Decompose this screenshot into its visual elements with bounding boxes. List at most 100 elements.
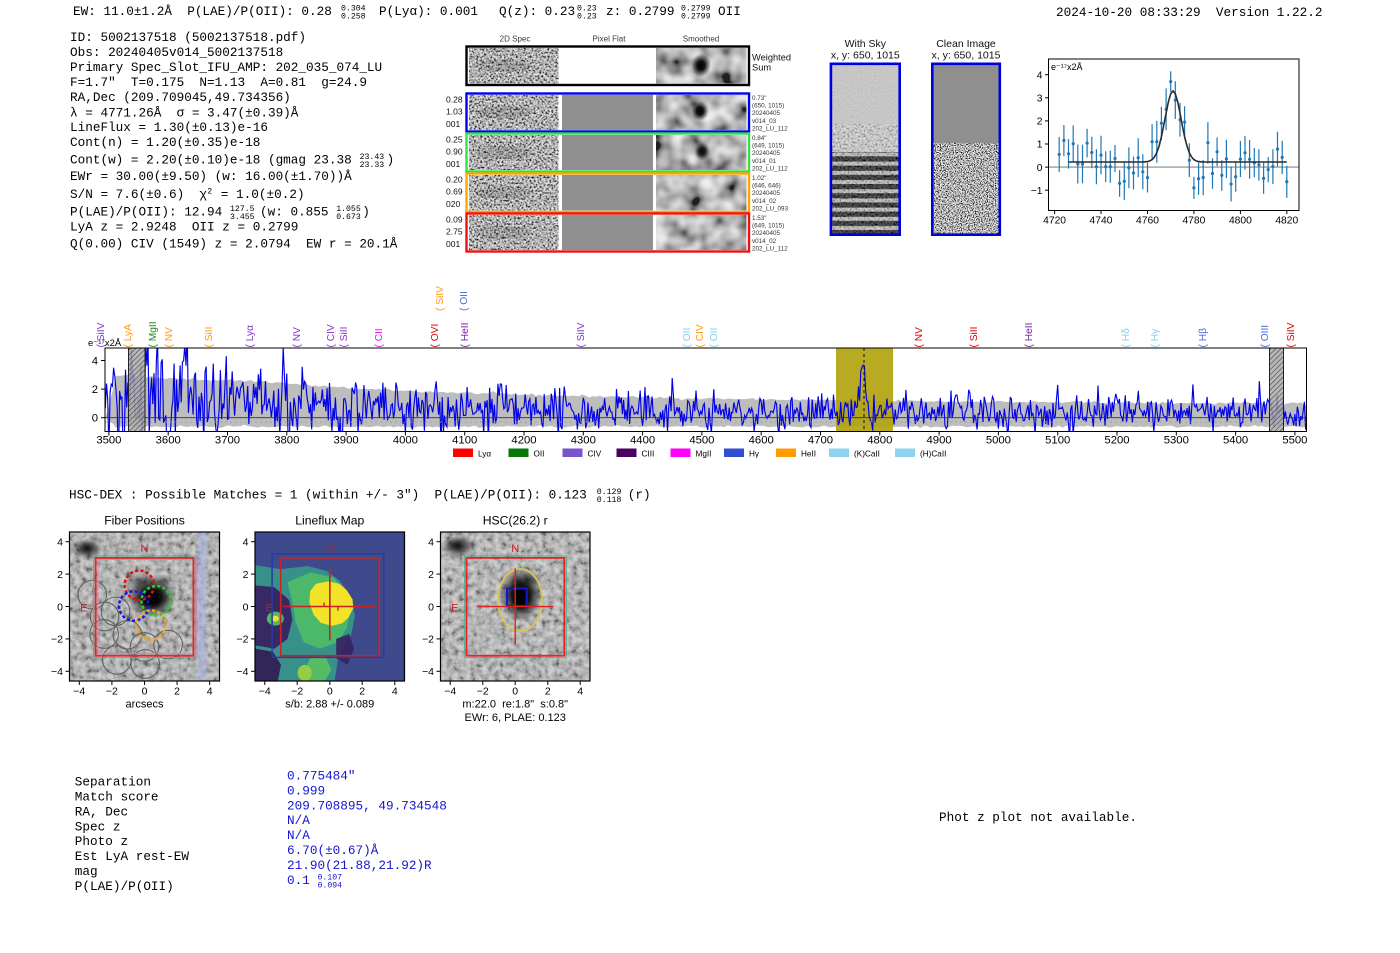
- svg-text:( Hγ: ( Hγ: [1150, 328, 1161, 348]
- svg-text:4400: 4400: [630, 435, 655, 447]
- svg-text:5300: 5300: [1164, 435, 1189, 447]
- svg-text:2: 2: [428, 569, 434, 581]
- svg-text:(649, 1015): (649, 1015): [752, 143, 784, 150]
- svg-text:0.23: 0.23: [577, 13, 597, 22]
- svg-text:4: 4: [392, 686, 398, 698]
- svg-text:0.775484": 0.775484": [287, 769, 356, 784]
- svg-text:Clean Image: Clean Image: [936, 38, 996, 50]
- svg-text:0.73": 0.73": [752, 95, 767, 102]
- svg-text:Lineflux Map: Lineflux Map: [295, 514, 364, 528]
- svg-text:): ): [362, 204, 370, 219]
- svg-text:HeII: HeII: [801, 450, 816, 459]
- svg-text:F=1.7" T=0.175 N=1.13 A=0.8: F=1.7" T=0.175 N=1.13 A=0.81 g=24.9: [70, 75, 367, 90]
- svg-text:1.02": 1.02": [752, 175, 767, 182]
- svg-text:arcsecs: arcsecs: [126, 699, 164, 711]
- svg-text:20240405: 20240405: [752, 110, 781, 117]
- svg-text:( OII: ( OII: [682, 328, 693, 348]
- svg-text:( Lyα: ( Lyα: [245, 325, 256, 348]
- svg-text:209.708895, 49.734548: 209.708895, 49.734548: [287, 798, 447, 813]
- svg-text:(649, 1015): (649, 1015): [752, 223, 784, 230]
- svg-text:20240405: 20240405: [752, 190, 781, 197]
- svg-text:0: 0: [243, 601, 249, 613]
- svg-text:HSC(26.2) r: HSC(26.2) r: [483, 514, 548, 528]
- svg-text:Primary Spec_Slot_IFU_AMP: 202: Primary Spec_Slot_IFU_AMP: 202_035_074_L…: [70, 60, 382, 75]
- svg-text:4700: 4700: [808, 435, 833, 447]
- svg-text:Match score: Match score: [75, 790, 159, 805]
- svg-text:N/A: N/A: [287, 828, 310, 843]
- svg-text:202_LU_112: 202_LU_112: [752, 125, 788, 132]
- svg-text:v014_03: v014_03: [752, 118, 777, 125]
- svg-text:0: 0: [1037, 163, 1043, 174]
- svg-text:( SiIV: ( SiIV: [96, 322, 107, 347]
- svg-text:S/N = 7.6(±0.6) χ: S/N = 7.6(±0.6) χ: [70, 187, 207, 202]
- svg-text:−2: −2: [422, 634, 434, 646]
- svg-text:4: 4: [243, 537, 249, 549]
- svg-text:0: 0: [142, 686, 148, 698]
- svg-text:OII: OII: [718, 4, 741, 19]
- svg-text:4200: 4200: [511, 435, 536, 447]
- svg-text:0: 0: [512, 686, 518, 698]
- svg-text:( OIII: ( OIII: [1260, 325, 1271, 348]
- svg-text:2: 2: [359, 686, 365, 698]
- svg-text:2: 2: [545, 686, 551, 698]
- svg-text:21.90(21.88,21.92)R: 21.90(21.88,21.92)R: [287, 858, 432, 873]
- svg-text:( MgII: ( MgII: [148, 321, 159, 347]
- svg-text:−2: −2: [51, 634, 63, 646]
- svg-text:5400: 5400: [1223, 435, 1248, 447]
- svg-text:2: 2: [207, 188, 212, 197]
- svg-text:−4: −4: [444, 686, 456, 698]
- svg-text:m:22.0 re:1.8" s:0.8": m:22.0 re:1.8" s:0.8": [462, 699, 568, 711]
- svg-text:E: E: [451, 602, 458, 614]
- svg-text:2: 2: [92, 384, 98, 396]
- svg-text:2D Spec: 2D Spec: [500, 35, 531, 44]
- svg-text:0.118: 0.118: [597, 496, 622, 505]
- svg-text:2: 2: [243, 569, 249, 581]
- svg-text:P(Lyα): 0.001: P(Lyα): 0.001: [379, 4, 478, 19]
- svg-text:EW: 11.0±1.2Å P(LAE)/P(OII):: EW: 11.0±1.2Å P(LAE)/P(OII): 0.28: [73, 4, 332, 19]
- svg-text:−2: −2: [477, 686, 489, 698]
- svg-text:20240405: 20240405: [752, 230, 781, 237]
- svg-text:Weighted: Weighted: [752, 53, 791, 63]
- svg-text:0: 0: [57, 601, 63, 613]
- svg-text:= 1.0(±0.2): = 1.0(±0.2): [213, 187, 304, 202]
- svg-text:3500: 3500: [96, 435, 121, 447]
- svg-text:(w: 0.855: (w: 0.855: [260, 204, 336, 219]
- svg-text:5500: 5500: [1282, 435, 1307, 447]
- svg-text:mag: mag: [75, 864, 98, 879]
- svg-text:s/b: 2.88 +/- 0.089: s/b: 2.88 +/- 0.089: [285, 699, 374, 711]
- svg-text:0.23: 0.23: [577, 5, 597, 14]
- svg-text:4: 4: [57, 537, 63, 549]
- svg-text:( CIV: ( CIV: [695, 324, 706, 347]
- svg-text:LyA z = 2.9248 OII z = 0.2799: LyA z = 2.9248 OII z = 0.2799: [70, 220, 298, 235]
- svg-text:20240405: 20240405: [752, 150, 781, 157]
- svg-text:( SiII: ( SiII: [969, 327, 980, 348]
- svg-text:( CII: ( CII: [374, 328, 385, 347]
- svg-text:5000: 5000: [986, 435, 1011, 447]
- svg-text:001: 001: [446, 159, 460, 169]
- svg-text:CIV: CIV: [588, 450, 602, 459]
- svg-text:2: 2: [57, 569, 63, 581]
- svg-text:With Sky: With Sky: [845, 38, 887, 50]
- svg-text:4760: 4760: [1136, 216, 1159, 227]
- svg-text:0.107: 0.107: [318, 874, 343, 883]
- svg-text:( NV: ( NV: [164, 327, 175, 348]
- svg-text:e⁻¹⁷x2Å: e⁻¹⁷x2Å: [88, 338, 122, 349]
- svg-text:0.094: 0.094: [318, 881, 343, 890]
- svg-text:Cont(n) = 1.20(±0.35)e-18: Cont(n) = 1.20(±0.35)e-18: [70, 135, 260, 150]
- svg-text:5200: 5200: [1104, 435, 1129, 447]
- svg-text:3800: 3800: [274, 435, 299, 447]
- svg-text:z: 0.2799: z: 0.2799: [606, 4, 675, 19]
- svg-text:202_LU_093: 202_LU_093: [752, 205, 789, 212]
- svg-text:( SiII: ( SiII: [339, 327, 350, 348]
- svg-text:Phot z plot not available.: Phot z plot not available.: [939, 810, 1137, 825]
- svg-text:Pixel Flat: Pixel Flat: [593, 35, 627, 44]
- svg-text:E: E: [80, 602, 87, 614]
- svg-text:(r): (r): [628, 487, 651, 502]
- svg-text:−4: −4: [422, 666, 434, 678]
- svg-text:Obs: 20240405v014_5002137518: Obs: 20240405v014_5002137518: [70, 45, 283, 60]
- svg-text:N: N: [326, 543, 334, 555]
- svg-text:P(LAE)/P(OII): 12.94: P(LAE)/P(OII): 12.94: [70, 204, 230, 219]
- svg-text:RA,Dec (209.709045,49.734356): RA,Dec (209.709045,49.734356): [70, 90, 291, 105]
- svg-text:4300: 4300: [571, 435, 596, 447]
- svg-text:MgII: MgII: [696, 450, 712, 459]
